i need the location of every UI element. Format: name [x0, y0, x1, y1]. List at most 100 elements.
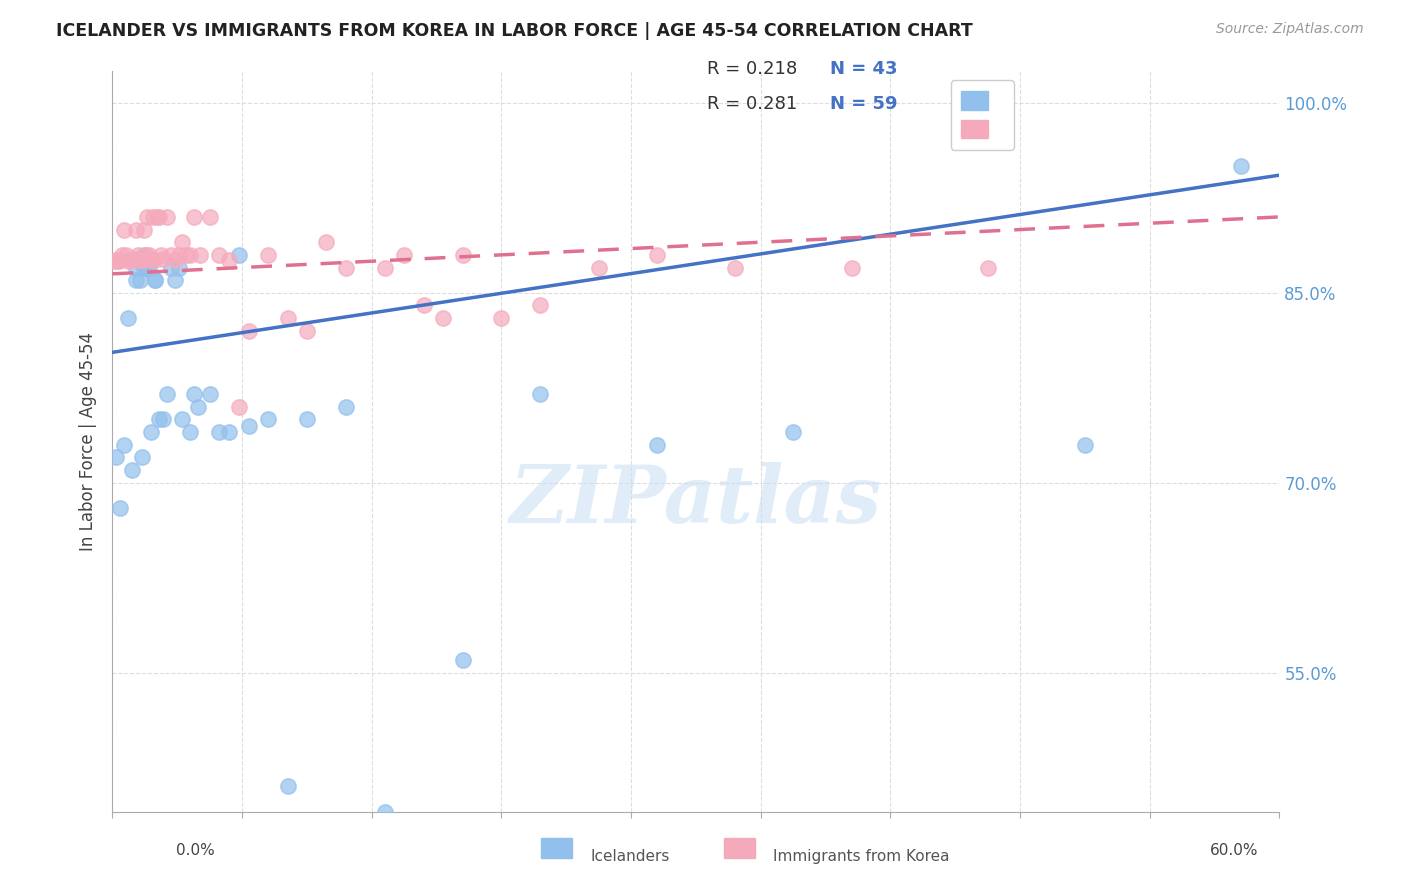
Point [179, 425, 201, 439]
Point [1074, 438, 1097, 452]
Point [132, 260, 155, 275]
Y-axis label: In Labor Force | Age 45-54: In Labor Force | Age 45-54 [79, 332, 97, 551]
Text: 60.0%: 60.0% [1211, 843, 1258, 858]
Point [218, 425, 240, 439]
Point [172, 235, 194, 250]
Point [138, 248, 160, 262]
Point [335, 400, 357, 414]
Point [183, 387, 205, 401]
Point [152, 252, 174, 266]
Point [135, 260, 157, 275]
Point [125, 260, 148, 275]
Point [976, 260, 998, 275]
Point [110, 500, 132, 515]
Point [112, 222, 135, 236]
Text: N = 43: N = 43 [830, 60, 897, 78]
Point [394, 248, 416, 262]
Point [218, 252, 240, 267]
Text: ICELANDER VS IMMIGRANTS FROM KOREA IN LABOR FORCE | AGE 45-54 CORRELATION CHART: ICELANDER VS IMMIGRANTS FROM KOREA IN LA… [56, 22, 973, 40]
Point [105, 252, 128, 267]
Point [152, 412, 174, 426]
Point [276, 311, 298, 326]
Point [132, 222, 155, 236]
Point [117, 254, 139, 268]
Point [645, 438, 668, 452]
Point [105, 450, 128, 465]
Point [228, 400, 250, 414]
Point [125, 222, 148, 236]
Point [315, 235, 337, 250]
Point [143, 273, 166, 287]
Point [136, 260, 159, 275]
Point [136, 210, 159, 224]
Point [112, 438, 135, 452]
Point [238, 324, 260, 338]
Point [143, 273, 166, 287]
Point [782, 425, 804, 439]
Legend: , : , [950, 80, 1014, 150]
Text: Immigrants from Korea: Immigrants from Korea [773, 849, 950, 864]
Point [141, 252, 163, 267]
Point [257, 248, 280, 262]
Point [156, 387, 179, 401]
Text: Icelanders: Icelanders [591, 849, 669, 864]
Point [122, 252, 145, 266]
Text: Source: ZipAtlas.com: Source: ZipAtlas.com [1216, 22, 1364, 37]
Point [148, 210, 170, 224]
Point [128, 252, 150, 267]
Point [188, 248, 211, 262]
Point [146, 210, 169, 224]
Point [115, 248, 138, 262]
Point [163, 252, 186, 267]
Point [131, 252, 153, 267]
Point [198, 210, 221, 224]
Point [141, 425, 163, 439]
Point [121, 463, 143, 477]
Point [150, 248, 173, 262]
Point [167, 248, 190, 262]
Point [135, 248, 157, 262]
Point [208, 425, 231, 439]
Point [138, 260, 160, 275]
Text: 0.0%: 0.0% [176, 843, 215, 858]
Point [142, 210, 165, 224]
Point [148, 412, 170, 426]
Point [143, 252, 166, 267]
Point [107, 254, 129, 268]
Point [491, 311, 513, 326]
Point [131, 450, 153, 465]
Point [374, 805, 396, 819]
Point [257, 412, 280, 426]
Point [167, 260, 190, 275]
Point [110, 252, 132, 267]
Point [103, 254, 125, 268]
Point [128, 273, 150, 287]
Point [451, 248, 474, 262]
Point [132, 248, 155, 262]
Point [160, 260, 183, 275]
Point [127, 248, 149, 262]
Point [107, 254, 129, 268]
Text: N = 59: N = 59 [830, 95, 897, 113]
Point [118, 252, 141, 267]
Point [228, 248, 250, 262]
Text: R = 0.218: R = 0.218 [707, 60, 797, 78]
Point [160, 248, 183, 262]
Point [183, 210, 205, 224]
Point [117, 311, 139, 326]
Point [276, 780, 298, 794]
Text: R = 0.281: R = 0.281 [707, 95, 797, 113]
Point [179, 248, 201, 262]
Point [187, 400, 209, 414]
Point [295, 412, 318, 426]
Point [208, 248, 231, 262]
Point [841, 260, 863, 275]
Point [529, 298, 551, 312]
Point [295, 324, 318, 338]
Point [121, 252, 143, 267]
Point [1229, 159, 1251, 173]
Point [374, 260, 396, 275]
Point [529, 387, 551, 401]
Point [451, 653, 474, 667]
Point [172, 412, 194, 426]
